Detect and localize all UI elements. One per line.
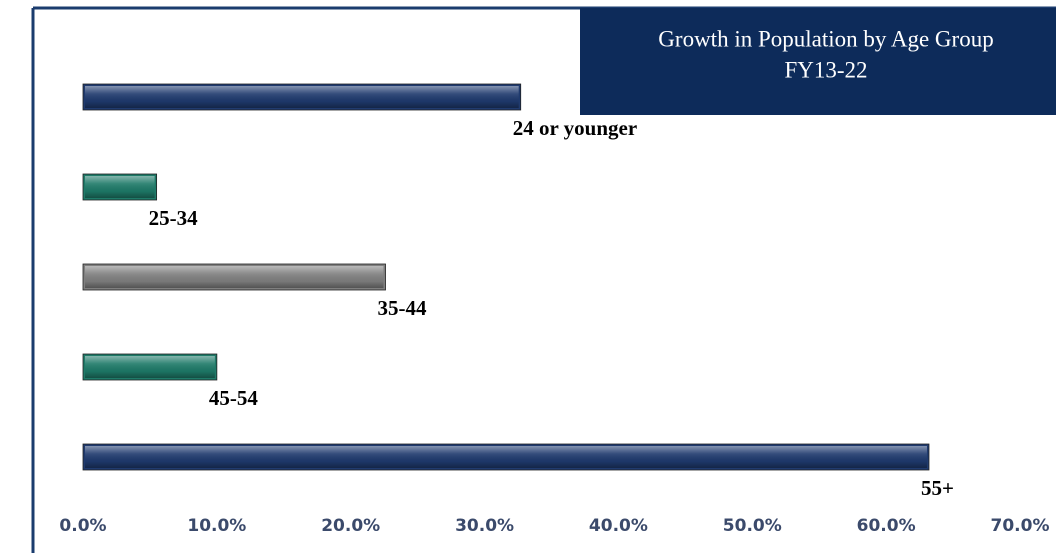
category-label: 25-34 — [149, 206, 198, 230]
chart-title: Growth in Population by Age Group — [658, 26, 993, 51]
category-label: 24 or younger — [513, 116, 637, 140]
x-tick-label: 40.0% — [589, 516, 648, 536]
x-tick-label: 60.0% — [857, 516, 916, 536]
bar-shine — [85, 86, 519, 108]
x-tick-label: 50.0% — [723, 516, 782, 536]
x-tick-label: 10.0% — [187, 516, 246, 536]
x-tick-label: 30.0% — [455, 516, 514, 536]
category-label: 45-54 — [209, 386, 258, 410]
chart-subtitle: FY13-22 — [784, 57, 867, 82]
title-box — [580, 8, 1056, 115]
bar-shine — [85, 356, 215, 378]
category-label: 35-44 — [378, 296, 427, 320]
bar-shine — [85, 176, 155, 198]
x-tick-label: 20.0% — [321, 516, 380, 536]
bar-shine — [85, 446, 927, 468]
category-label: 55+ — [921, 476, 954, 500]
x-tick-label: 70.0% — [991, 516, 1050, 536]
bar-shine — [85, 266, 384, 288]
x-tick-label: 0.0% — [59, 516, 106, 536]
